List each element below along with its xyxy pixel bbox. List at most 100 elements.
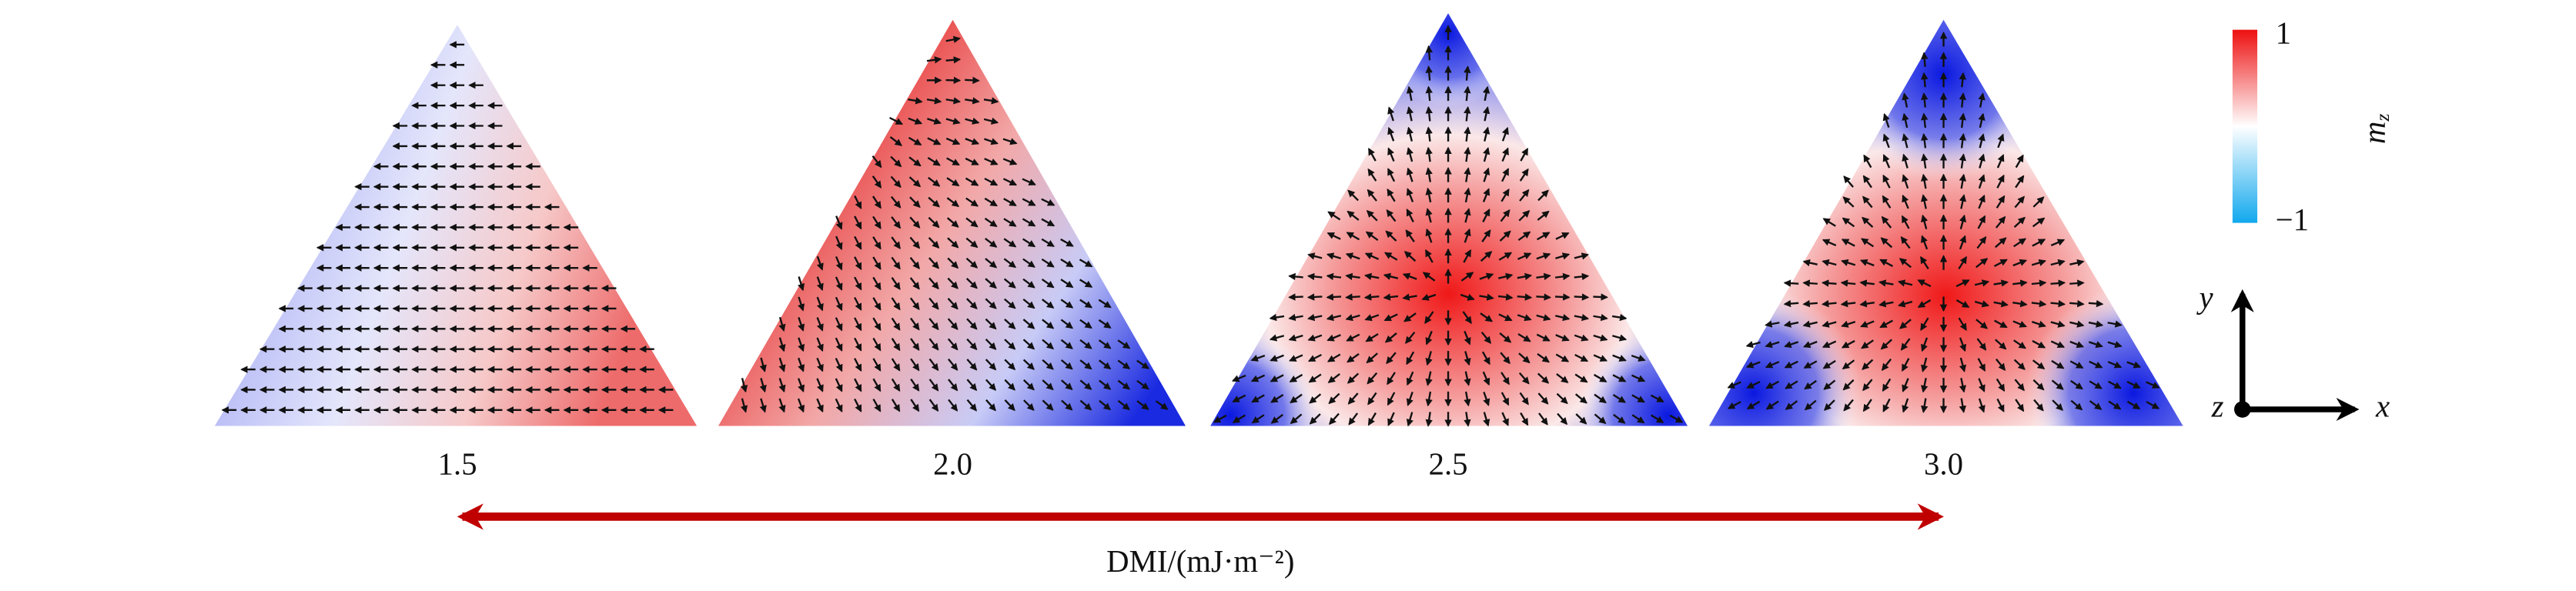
spin-arrow bbox=[1974, 279, 1990, 287]
spin-arrow bbox=[1995, 339, 2007, 350]
spin-arrow bbox=[1060, 299, 1074, 309]
spin-arrow bbox=[1479, 272, 1494, 280]
spin-arrow bbox=[1536, 272, 1551, 281]
spin-arrow bbox=[947, 237, 959, 249]
spin-arrow bbox=[2088, 320, 2104, 328]
spin-arrow bbox=[1042, 399, 1054, 411]
spin-arrow bbox=[1483, 167, 1490, 182]
spin-arrow bbox=[1136, 400, 1149, 410]
spin-arrow bbox=[966, 298, 978, 310]
spin-arrow bbox=[985, 379, 997, 391]
spin-arrow bbox=[1536, 252, 1551, 260]
spin-arrow bbox=[1022, 198, 1036, 206]
spin-arrow bbox=[1483, 106, 1490, 122]
spin-arrow bbox=[1002, 158, 1018, 165]
spin-arrow bbox=[1959, 112, 1966, 129]
spin-arrow bbox=[1554, 293, 1571, 301]
spin-arrow bbox=[908, 117, 923, 125]
spin-arrow bbox=[2012, 259, 2028, 267]
spin-arrow bbox=[1270, 413, 1283, 424]
spin-arrow bbox=[2089, 380, 2103, 389]
spin-arrow bbox=[1901, 358, 1910, 372]
spin-arrow bbox=[945, 56, 962, 64]
spin-arrow bbox=[891, 317, 901, 331]
spin-arrow bbox=[1955, 299, 1970, 309]
spin-arrow bbox=[1346, 232, 1360, 241]
spin-arrow bbox=[1387, 106, 1395, 122]
spin-arrow bbox=[1802, 299, 1818, 308]
spin-arrow bbox=[1460, 272, 1474, 282]
spin-arrow bbox=[1060, 238, 1074, 247]
spin-arrow bbox=[778, 398, 786, 413]
spin-arrow bbox=[1537, 210, 1550, 221]
spin-arrow bbox=[1290, 413, 1303, 425]
spin-arrow bbox=[1783, 299, 1799, 308]
spin-arrow bbox=[1347, 352, 1360, 363]
spin-arrow bbox=[1061, 399, 1073, 411]
spin-arrow bbox=[1612, 354, 1627, 362]
spin-arrow bbox=[816, 276, 824, 292]
spin-arrow bbox=[854, 317, 862, 332]
spin-arrow bbox=[1804, 399, 1817, 411]
spin-arrow bbox=[1978, 92, 1986, 108]
spin-arrow bbox=[1079, 399, 1092, 411]
spin-arrow bbox=[1482, 371, 1490, 386]
spin-arrow bbox=[947, 358, 958, 371]
spin-arrow bbox=[1117, 359, 1131, 369]
spin-arrow bbox=[835, 256, 843, 271]
colorbar-title: mz bbox=[2357, 114, 2394, 144]
spin-arrow bbox=[908, 136, 922, 146]
spin-arrow bbox=[1079, 259, 1093, 268]
spin-arrow bbox=[1022, 339, 1035, 350]
spin-arrow bbox=[1002, 138, 1018, 145]
spin-arrow bbox=[891, 236, 901, 249]
spin-arrow bbox=[2050, 320, 2066, 328]
spin-arrow bbox=[1003, 258, 1017, 269]
spin-arrow bbox=[1822, 359, 1836, 369]
subscript: z bbox=[2371, 114, 2394, 122]
spin-arrow bbox=[1920, 357, 1929, 372]
spin-arrow bbox=[2032, 379, 2045, 391]
spin-arrow bbox=[1231, 374, 1246, 382]
spin-arrow bbox=[2089, 400, 2103, 410]
spin-arrow bbox=[1345, 272, 1360, 281]
spin-arrow bbox=[1517, 332, 1531, 342]
spin-arrow bbox=[891, 338, 901, 352]
spin-arrow bbox=[1501, 147, 1509, 162]
spin-arrow bbox=[1996, 398, 2005, 412]
spin-arrow bbox=[1022, 298, 1035, 309]
colorbar-max: 1 bbox=[2276, 16, 2291, 51]
spin-arrow bbox=[1003, 198, 1017, 207]
spin-arrow bbox=[835, 317, 843, 332]
spin-arrow bbox=[1462, 311, 1472, 324]
spin-arrow bbox=[1631, 374, 1646, 382]
spin-arrow bbox=[872, 276, 882, 291]
spin-arrow bbox=[1921, 173, 1929, 189]
spin-arrow bbox=[1367, 148, 1377, 162]
spin-arrow bbox=[1425, 105, 1433, 122]
spin-arrow bbox=[1387, 126, 1395, 142]
spin-arrow bbox=[965, 97, 980, 105]
spin-arrow bbox=[1501, 412, 1509, 426]
spin-arrow bbox=[1367, 189, 1377, 202]
spin-arrow bbox=[1821, 299, 1837, 308]
spin-arrow bbox=[966, 379, 978, 392]
spin-arrow bbox=[1902, 398, 1909, 413]
spin-arrow bbox=[1959, 92, 1966, 108]
spin-arrow bbox=[1387, 372, 1396, 386]
spin-arrow bbox=[910, 317, 920, 331]
spin-arrow bbox=[1784, 360, 1798, 369]
spin-arrow bbox=[1882, 378, 1892, 392]
spin-arrow bbox=[891, 358, 901, 372]
spin-arrow bbox=[1079, 299, 1093, 309]
spin-arrow bbox=[1859, 259, 1875, 267]
spin-arrow bbox=[1977, 215, 1986, 229]
spin-arrow bbox=[1098, 299, 1112, 309]
spin-arrow bbox=[759, 357, 767, 372]
spin-arrow bbox=[1348, 412, 1359, 426]
spin-arrow bbox=[945, 35, 961, 43]
spin-arrow bbox=[1406, 188, 1414, 202]
spin-arrow bbox=[2126, 381, 2141, 389]
spin-arrow bbox=[1425, 228, 1433, 243]
spin-arrow bbox=[908, 156, 922, 167]
